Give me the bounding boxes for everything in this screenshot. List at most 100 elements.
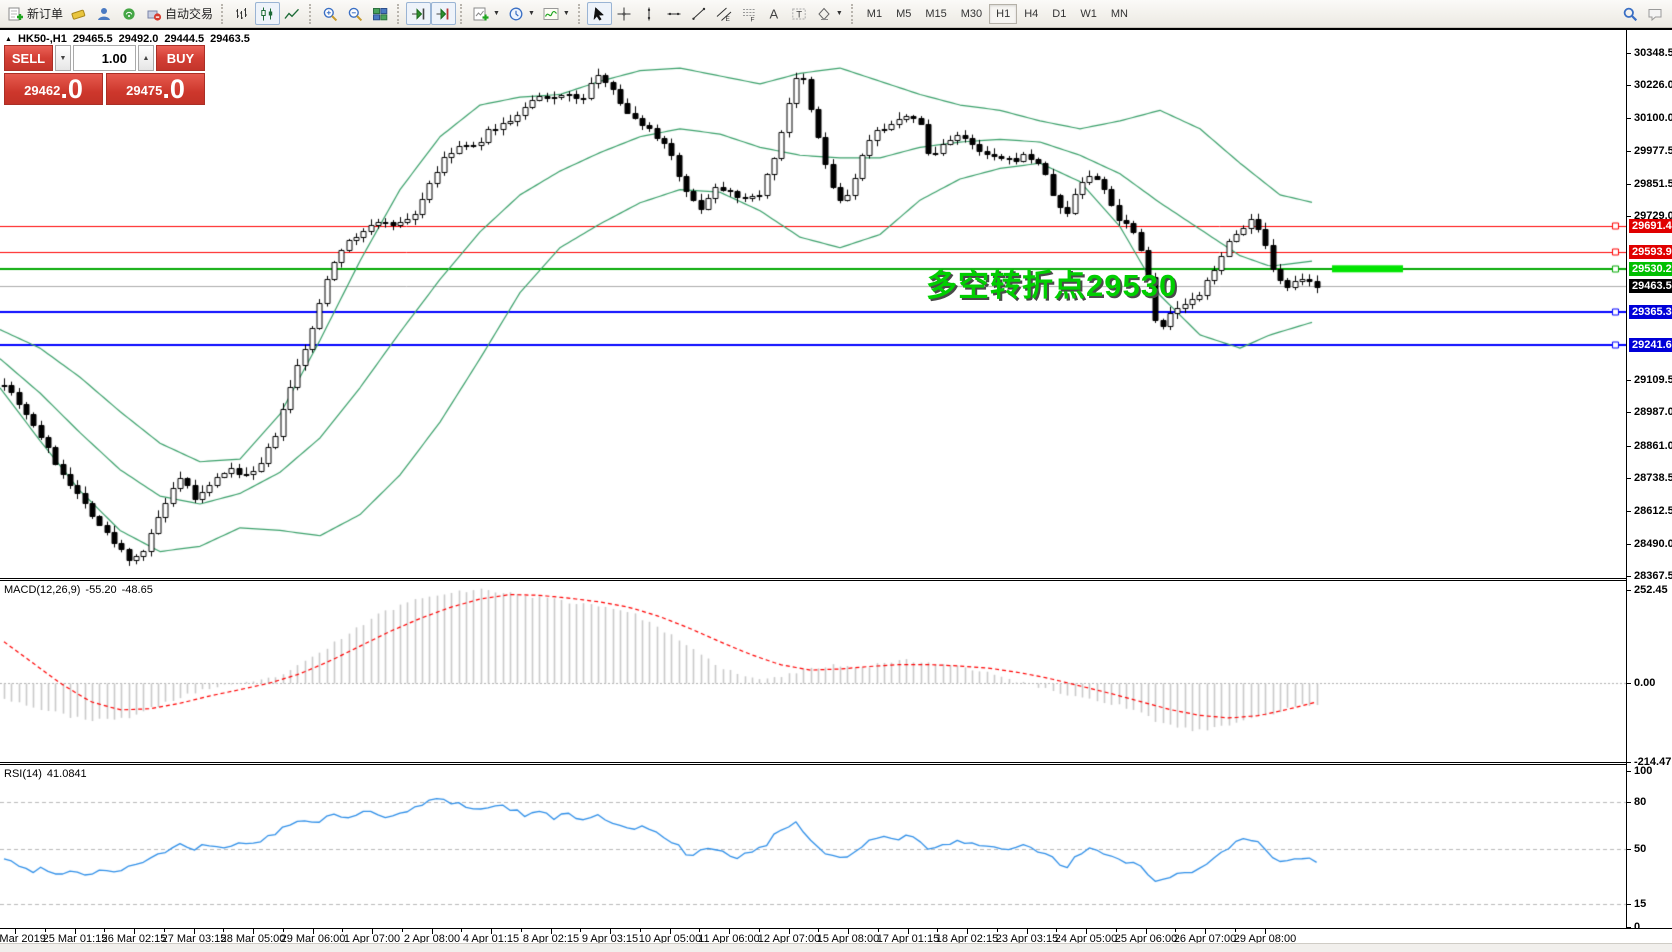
volume-increase-button[interactable]: ▲ xyxy=(138,45,154,71)
hline-icon xyxy=(666,6,682,22)
timeframe-mn-button[interactable]: MN xyxy=(1110,7,1128,20)
volume-decrease-button[interactable]: ▼ xyxy=(55,45,71,71)
horizontal-line-button[interactable] xyxy=(662,2,687,25)
signal-button[interactable] xyxy=(117,2,142,25)
toolbar: 新订单 自动交易 ▼ ▼ ▼ E F A T ▼ M1 M5 M15 M30 H1 H4 D1 W1 MN xyxy=(0,0,1672,28)
sell-price-display[interactable]: 29462.0 xyxy=(4,73,103,105)
toolbar-group-grip xyxy=(850,3,856,24)
time-tick-label: 11 Apr 06:00 xyxy=(698,933,760,943)
buy-price-display[interactable]: 29475.0 xyxy=(106,73,205,105)
autotrade-icon xyxy=(146,6,162,22)
indicators-list-button[interactable]: ▼ xyxy=(539,2,574,25)
chevron-down-icon: ▼ xyxy=(527,10,535,17)
time-tick-label: 17 Apr 01:15 xyxy=(876,933,940,943)
chevron-down-icon: ▼ xyxy=(493,10,500,17)
axis-tick xyxy=(1627,118,1631,119)
macd-name: MACD(12,26,9) xyxy=(4,584,81,596)
bar-chart-button[interactable] xyxy=(230,2,255,25)
fibonacci-button[interactable]: F xyxy=(737,2,762,25)
line-chart-button[interactable] xyxy=(280,2,305,25)
price-tick-label: 28490.0 xyxy=(1634,538,1672,550)
time-tick-label: 24 Apr 05:00 xyxy=(1054,933,1118,943)
scroll-end-icon xyxy=(410,6,426,22)
axis-tick xyxy=(1627,380,1631,381)
timeframe-m30-button[interactable]: M30 xyxy=(960,7,983,20)
macd-label: MACD(12,26,9) -55.20 -48.65 xyxy=(4,584,153,596)
sell-price-main: 29462 xyxy=(24,83,61,98)
profiles-periods-button[interactable]: ▼ xyxy=(504,2,539,25)
vertical-line-button[interactable] xyxy=(637,2,662,25)
buy-button[interactable]: BUY xyxy=(156,45,205,71)
chat-icon xyxy=(1647,6,1663,22)
signal-icon xyxy=(121,6,137,22)
toolbar-group-grip xyxy=(460,3,465,24)
current-price-badge: 29463.5 xyxy=(1629,279,1672,293)
time-tick-label: 21 Mar 2019 xyxy=(0,933,46,943)
panel-separator-macd[interactable] xyxy=(0,578,1672,581)
search-button[interactable] xyxy=(1618,2,1643,25)
new-chart-button[interactable]: ▼ xyxy=(469,2,504,25)
panel-separator-rsi[interactable] xyxy=(0,762,1672,765)
timeframe-m5-button[interactable]: M5 xyxy=(896,7,912,20)
time-axis-tick xyxy=(372,929,373,934)
new-order-button[interactable]: 新订单 xyxy=(4,2,67,25)
timeframe-m1-button[interactable]: M1 xyxy=(866,7,883,20)
time-tick-label: 18 Apr 02:15 xyxy=(935,933,999,943)
candlestick-chart-button[interactable] xyxy=(255,2,281,25)
shapes-button[interactable]: ▼ xyxy=(812,2,847,25)
cursor-icon xyxy=(591,6,607,22)
tile-windows-button[interactable] xyxy=(368,2,393,25)
time-axis-minor-tick xyxy=(937,929,938,932)
sell-button[interactable]: SELL xyxy=(4,45,53,71)
zoom-in-button[interactable] xyxy=(318,2,343,25)
scroll-to-end-button[interactable] xyxy=(406,2,432,25)
text-label-button[interactable]: T xyxy=(787,2,812,25)
volume-input[interactable] xyxy=(73,45,136,71)
price-axis[interactable]: 30348.5 30226.0 30100.0 29977.5 29851.5 29729… xyxy=(1626,30,1672,941)
crosshair-button[interactable] xyxy=(612,2,637,25)
buy-price-pips: .0 xyxy=(162,74,185,104)
time-axis-tick xyxy=(432,929,433,934)
eraser-button[interactable] xyxy=(67,2,92,25)
timeframe-h1-button[interactable]: H1 xyxy=(989,3,1018,24)
cursor-button[interactable] xyxy=(586,2,612,25)
timeframe-d1-button[interactable]: D1 xyxy=(1052,7,1067,20)
trendline-button[interactable] xyxy=(687,2,712,25)
sell-price-pips: .0 xyxy=(60,74,83,104)
time-axis-tick xyxy=(908,929,909,934)
hline-price-badge: 29593.9 xyxy=(1629,245,1672,259)
toolbar-group-grip xyxy=(221,3,226,24)
chat-button[interactable] xyxy=(1643,2,1668,25)
axis-tick xyxy=(1627,478,1631,479)
tiles-icon xyxy=(372,6,388,22)
svg-text:T: T xyxy=(796,9,802,20)
main-price-chart[interactable] xyxy=(0,30,1626,578)
toolbar-group-grip xyxy=(309,3,314,24)
time-axis-tick xyxy=(75,929,76,934)
label-t-icon: T xyxy=(791,6,807,22)
timeframe-h4-button[interactable]: H4 xyxy=(1024,7,1039,20)
axis-tick xyxy=(1627,446,1631,447)
channel-icon: E xyxy=(716,6,732,23)
toolbar-group-grip xyxy=(577,3,583,24)
auto-scroll-button[interactable] xyxy=(431,2,457,25)
macd-indicator-chart[interactable] xyxy=(0,581,1626,762)
text-button[interactable]: A xyxy=(762,2,787,25)
time-axis-tick xyxy=(1027,929,1028,934)
timeframe-m15-button[interactable]: M15 xyxy=(925,7,947,20)
equidistant-channel-button[interactable]: E xyxy=(712,2,737,25)
time-axis-tick xyxy=(253,929,254,934)
timeframe-w1-button[interactable]: W1 xyxy=(1080,7,1097,20)
rsi-indicator-chart[interactable] xyxy=(0,765,1626,928)
time-axis-minor-tick xyxy=(1175,929,1176,932)
profile-button[interactable] xyxy=(92,2,117,25)
search-icon xyxy=(1622,6,1638,22)
collapse-panel-icon[interactable]: ▲ xyxy=(5,35,12,43)
zoom-out-button[interactable] xyxy=(343,2,368,25)
hline-price-badge: 29241.6 xyxy=(1629,338,1672,352)
time-tick-label: 15 Apr 08:00 xyxy=(816,933,880,943)
chevron-down-icon: ▼ xyxy=(562,10,570,17)
auto-trading-button[interactable]: 自动交易 xyxy=(142,2,217,25)
bars-icon xyxy=(234,6,250,22)
